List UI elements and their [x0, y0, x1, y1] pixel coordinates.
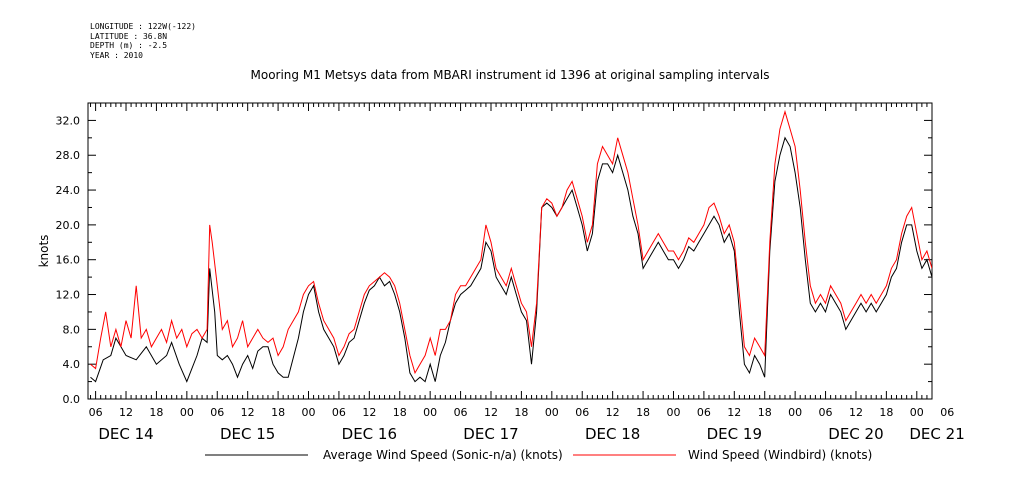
x-tick-label: 12	[606, 406, 620, 419]
y-axis-label: knots	[37, 235, 51, 268]
x-tick-label: 18	[271, 406, 285, 419]
x-tick-label: 12	[849, 406, 863, 419]
y-tick-label: 0.0	[63, 393, 81, 406]
x-day-label: DEC 19	[707, 425, 762, 443]
y-tick-label: 16.0	[56, 254, 81, 267]
x-tick-label: 18	[149, 406, 163, 419]
x-tick-label: 18	[514, 406, 528, 419]
legend-label-average-wind-speed: Average Wind Speed (Sonic-n/a) (knots)	[323, 448, 563, 462]
y-tick-label: 12.0	[56, 289, 81, 302]
x-day-label: DEC 21	[909, 425, 964, 443]
latitude-text: LATITUDE : 36.8N	[90, 31, 168, 41]
x-tick-label: 06	[332, 406, 346, 419]
x-day-label: DEC 15	[220, 425, 275, 443]
x-tick-label: 06	[575, 406, 589, 419]
x-tick-label: 00	[302, 406, 316, 419]
x-tick-label: 00	[910, 406, 924, 419]
y-tick-label: 20.0	[56, 219, 81, 232]
x-tick-label: 06	[940, 406, 954, 419]
x-tick-label: 06	[819, 406, 833, 419]
x-tick-label: 12	[727, 406, 741, 419]
y-tick-label: 32.0	[56, 114, 81, 127]
x-tick-label: 06	[210, 406, 224, 419]
x-tick-label: 12	[119, 406, 133, 419]
x-day-label: DEC 16	[342, 425, 397, 443]
y-tick-label: 28.0	[56, 149, 81, 162]
depth-text: DEPTH (m) : -2.5	[90, 41, 168, 50]
x-tick-label: 12	[484, 406, 498, 419]
x-tick-label: 18	[879, 406, 893, 419]
x-day-label: DEC 14	[98, 425, 153, 443]
x-tick-label: 00	[545, 406, 559, 419]
plot-frame	[87, 102, 933, 400]
y-tick-label: 8.0	[63, 323, 81, 336]
longitude-text: LONGITUDE : 122W(-122)	[90, 22, 196, 31]
x-tick-label: 12	[241, 406, 255, 419]
series-line-windbird-wind-speed	[90, 109, 932, 375]
series-line-average-wind-speed	[90, 136, 932, 383]
y-tick-label: 24.0	[56, 184, 81, 197]
x-day-label: DEC 18	[585, 425, 640, 443]
x-tick-label: 06	[697, 406, 711, 419]
x-tick-label: 06	[89, 406, 103, 419]
x-day-label: DEC 20	[828, 425, 883, 443]
x-tick-label: 18	[636, 406, 650, 419]
x-tick-label: 00	[423, 406, 437, 419]
x-tick-label: 12	[362, 406, 376, 419]
x-tick-label: 18	[758, 406, 772, 419]
y-tick-label: 4.0	[63, 358, 81, 371]
x-day-label: DEC 17	[463, 425, 518, 443]
legend-label-windbird-wind-speed: Wind Speed (Windbird) (knots)	[688, 448, 872, 462]
x-tick-label: 00	[666, 406, 680, 419]
x-tick-label: 18	[393, 406, 407, 419]
metadata-block: LONGITUDE : 122W(-122) LATITUDE : 36.8N …	[90, 22, 196, 60]
x-tick-label: 00	[180, 406, 194, 419]
year-text: YEAR : 2010	[90, 50, 143, 60]
x-tick-label: 00	[788, 406, 802, 419]
x-tick-label: 06	[454, 406, 468, 419]
chart-title: Mooring M1 Metsys data from MBARI instru…	[251, 68, 770, 82]
